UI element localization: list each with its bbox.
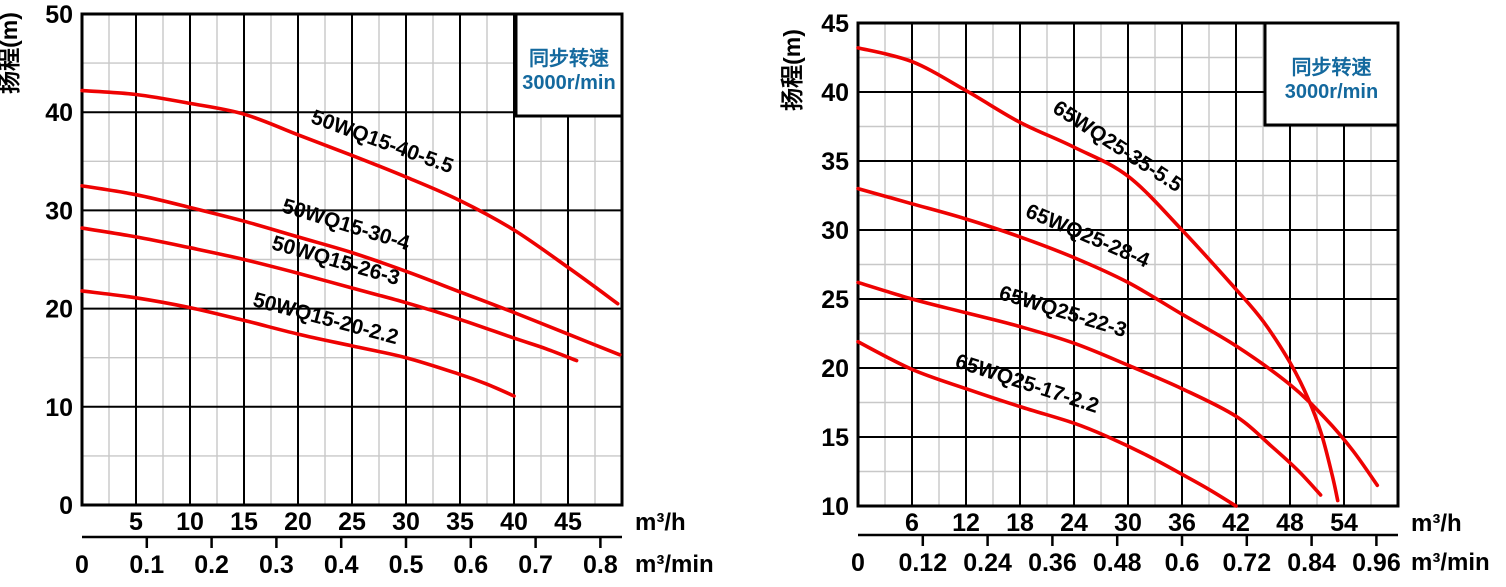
secondary-axis-tick-label: 0.12 bbox=[898, 549, 947, 577]
secondary-axis: 0 0.1 0.2 0.3 0.4 0.5 0.6 0.7 0.8 m³/min bbox=[75, 535, 714, 579]
chart-50WQ15: 0 0.1 0.2 0.3 0.4 0.5 0.6 0.7 0.8 m³/min 5 10 15 20 25… bbox=[0, 1, 714, 579]
curve-50WQ15-26-3 bbox=[80, 226, 579, 363]
legend-speed-label: 同步转速 bbox=[1292, 55, 1372, 79]
y-axis-labels: 0 10 20 30 40 50 bbox=[45, 1, 73, 520]
x-axis-labels: 5 10 15 20 25 30 35 40 45 m³/h bbox=[129, 508, 686, 536]
x-axis-tick-label: 12 bbox=[952, 509, 980, 537]
x-axis-tick-label: 30 bbox=[1114, 509, 1142, 537]
secondary-axis-tick-label: 0.7 bbox=[518, 551, 553, 579]
secondary-axis-tick-label: 0.5 bbox=[389, 551, 424, 579]
secondary-axis-tick-label: 0.3 bbox=[259, 551, 294, 579]
y-axis-title: 扬程(m) bbox=[0, 12, 22, 94]
y-axis-tick-label: 10 bbox=[45, 394, 73, 422]
legend-speed-value: 3000r/min bbox=[1285, 81, 1378, 103]
curve-50WQ15-20-2.2 bbox=[80, 289, 516, 398]
secondary-axis-tick-label: 0 bbox=[851, 549, 865, 577]
curve-50WQ15-30-4 bbox=[80, 184, 622, 357]
plot-border bbox=[856, 21, 1400, 508]
y-axis-tick-label: 40 bbox=[45, 99, 73, 127]
y-axis-tick-label: 50 bbox=[45, 1, 73, 29]
secondary-axis-tick-label: 0.96 bbox=[1352, 549, 1401, 577]
secondary-axis-tick-label: 0.84 bbox=[1287, 549, 1336, 577]
secondary-axis-tick-label: 0.8 bbox=[583, 551, 618, 579]
x-axis-tick-label: 24 bbox=[1060, 509, 1088, 537]
plot-border bbox=[80, 12, 624, 507]
y-axis-tick-label: 20 bbox=[821, 355, 849, 383]
x-axis-tick-label: 42 bbox=[1222, 509, 1250, 537]
chart-65WQ25: 0 0.12 0.24 0.36 0.48 0.6 0.72 0.84 0.96 m³/min 6 1… bbox=[779, 10, 1490, 577]
curve-65WQ25-17-2.2 bbox=[856, 339, 1238, 508]
curve-65WQ25-22-3 bbox=[856, 280, 1323, 497]
x-axis-tick-label: 5 bbox=[129, 508, 143, 536]
y-axis-tick-label: 25 bbox=[821, 286, 849, 314]
secondary-axis-tick-label: 0.2 bbox=[194, 551, 229, 579]
x-axis-unit-label: m³/h bbox=[635, 509, 686, 536]
secondary-axis-tick-label: 0.36 bbox=[1028, 549, 1077, 577]
legend-speed-label: 同步转速 bbox=[529, 46, 609, 70]
legend-box bbox=[514, 12, 624, 118]
x-axis-tick-label: 25 bbox=[338, 508, 366, 536]
x-axis-tick-label: 35 bbox=[446, 508, 474, 536]
y-axis-tick-label: 35 bbox=[821, 148, 849, 176]
curve-50WQ15-40-5.5 bbox=[80, 88, 620, 306]
curve-65WQ25-35-5.5 bbox=[856, 46, 1340, 503]
x-axis-tick-label: 10 bbox=[176, 508, 204, 536]
x-axis-tick-label: 45 bbox=[554, 508, 582, 536]
secondary-axis: 0 0.12 0.24 0.36 0.48 0.6 0.72 0.84 0.96 m³/min bbox=[851, 533, 1490, 577]
y-axis-tick-label: 10 bbox=[821, 493, 849, 521]
x-axis-tick-label: 6 bbox=[905, 509, 919, 537]
y-axis-tick-label: 0 bbox=[59, 492, 73, 520]
x-axis-tick-label: 36 bbox=[1168, 509, 1196, 537]
y-axis-tick-label: 15 bbox=[821, 424, 849, 452]
secondary-axis-tick-label: 0 bbox=[75, 551, 89, 579]
y-axis-tick-label: 20 bbox=[45, 296, 73, 324]
secondary-axis-tick-label: 0.72 bbox=[1222, 549, 1271, 577]
legend-box bbox=[1263, 21, 1400, 127]
x-axis-tick-label: 40 bbox=[500, 508, 528, 536]
x-axis-tick-label: 30 bbox=[392, 508, 420, 536]
y-axis-tick-label: 30 bbox=[821, 217, 849, 245]
x-axis-labels: 6 12 18 24 30 36 42 48 54 m³/h bbox=[905, 509, 1462, 537]
secondary-axis-unit-label: m³/min bbox=[635, 551, 714, 578]
secondary-axis-tick-label: 0.1 bbox=[129, 551, 164, 579]
y-axis-tick-label: 40 bbox=[821, 79, 849, 107]
secondary-axis-tick-label: 0.48 bbox=[1093, 549, 1142, 577]
secondary-axis-unit-label: m³/min bbox=[1411, 549, 1490, 576]
secondary-axis-tick-label: 0.6 bbox=[453, 551, 488, 579]
y-axis-labels: 10 15 20 25 30 35 40 45 bbox=[821, 10, 849, 521]
x-axis-tick-label: 15 bbox=[230, 508, 258, 536]
y-axis-title: 扬程(m) bbox=[779, 29, 805, 111]
y-axis-tick-label: 30 bbox=[45, 197, 73, 225]
secondary-axis-tick-label: 0.4 bbox=[324, 551, 359, 579]
legend-speed-value: 3000r/min bbox=[522, 72, 615, 94]
x-axis-tick-label: 20 bbox=[284, 508, 312, 536]
x-axis-tick-label: 54 bbox=[1330, 509, 1358, 537]
curve-65WQ25-28-4 bbox=[856, 186, 1380, 488]
y-axis-tick-label: 45 bbox=[821, 10, 849, 38]
secondary-axis-tick-label: 0.24 bbox=[963, 549, 1012, 577]
x-axis-tick-label: 48 bbox=[1276, 509, 1304, 537]
x-axis-unit-label: m³/h bbox=[1411, 510, 1462, 537]
x-axis-tick-label: 18 bbox=[1006, 509, 1034, 537]
secondary-axis-tick-label: 0.6 bbox=[1165, 549, 1200, 577]
